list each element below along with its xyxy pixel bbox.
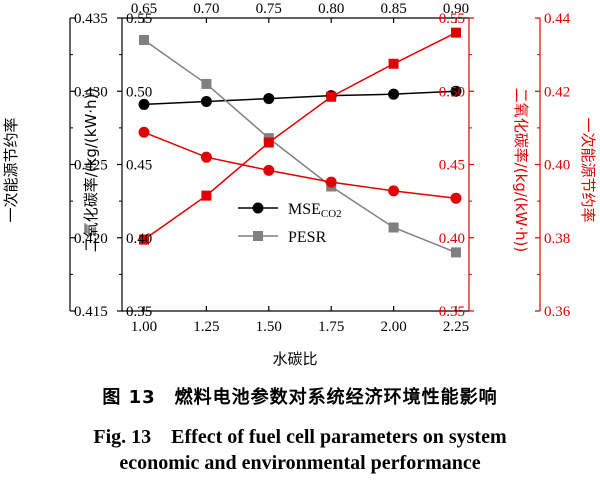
series-2-point	[388, 185, 400, 197]
series-2-point	[325, 176, 337, 188]
series-3-line	[143, 31, 457, 241]
series-2-point	[200, 151, 212, 163]
y-inner-left-tick-label: 0.45	[126, 158, 152, 174]
series-3-point	[201, 190, 212, 201]
y-outer-right-tick-label: 0.38	[544, 231, 570, 247]
x-top-tick-label: 0.85	[380, 1, 406, 17]
x-top-tick-label: 0.65	[131, 1, 157, 17]
y-inner-left-tick-label: 0.40	[126, 231, 152, 247]
figure-caption-en-line1: Fig. 13 Effect of fuel cell parameters o…	[93, 426, 507, 448]
y-outer-left-tick-label: 0.415	[74, 304, 108, 320]
legend-mse-name: MSE	[288, 201, 321, 218]
y-outer-right-tick-label: 0.40	[544, 158, 570, 174]
series-0-point	[138, 98, 150, 110]
y-inner-right-tick-label: 0.55	[439, 11, 465, 27]
series-2-point	[263, 164, 275, 176]
series-3-point	[388, 58, 399, 69]
series-2-line	[143, 131, 457, 199]
y-outer-left-tick-label: 0.425	[74, 158, 108, 174]
series-1	[139, 34, 461, 258]
y-inner-right-tick-label: 0.40	[439, 231, 465, 247]
y-outer-left-tick-label: 0.430	[74, 84, 108, 100]
series-1-point	[451, 247, 461, 258]
series-2-point	[138, 126, 150, 138]
y-inner-right-tick-label: 0.45	[439, 158, 465, 174]
series-1-point	[388, 222, 399, 233]
x-top-tick-label: 0.70	[193, 1, 219, 17]
series-1-point	[139, 34, 149, 45]
x-bottom-tick-label: 1.25	[193, 319, 219, 335]
y-outer-left-tick-label: 0.420	[74, 231, 108, 247]
legend-pesr-label: PESR	[288, 229, 327, 246]
series-0-point	[263, 93, 275, 105]
y-inner-left-tick-label: 0.50	[126, 84, 152, 100]
x-bottom-tick-label: 1.75	[318, 319, 344, 335]
series-3-point	[451, 27, 461, 38]
y-inner-left-tick-label: 0.35	[126, 304, 152, 320]
y-inner-right-tick-label: 0.35	[439, 304, 465, 320]
series-0-point	[200, 96, 212, 108]
y-outer-left-label: 一次能源节约率	[2, 117, 20, 222]
series-2-point	[450, 192, 462, 204]
y-inner-right-tick-label: 0.50	[439, 84, 465, 100]
legend-mse-marker	[252, 202, 264, 214]
y-outer-left-tick-label: 0.435	[74, 11, 108, 27]
series-0-line	[143, 90, 457, 106]
x-axis-label: 水碳比	[272, 350, 317, 368]
legend: MSECO2 PESR	[238, 201, 342, 246]
x-top-tick-label: 0.75	[256, 1, 282, 17]
legend-mse-sub: CO2	[321, 208, 342, 220]
series-0	[138, 85, 462, 110]
x-bottom-tick-label: 1.00	[131, 319, 157, 335]
legend-pesr-marker	[253, 231, 263, 241]
y-outer-right-tick-label: 0.44	[544, 11, 571, 27]
x-bottom-tick-label: 2.25	[443, 319, 469, 335]
series-0-point	[388, 88, 400, 100]
y-outer-right-tick-label: 0.42	[544, 84, 570, 100]
x-top-tick-label: 0.80	[318, 1, 344, 17]
y-inner-left-tick-label: 0.55	[126, 11, 152, 27]
figure-caption-en-line2: economic and environmental performance	[119, 452, 481, 474]
chart: 1.00 1.25 1.50 1.75 2.00 2.25 0.65 0.70 0.75 0.80…	[2, 1, 597, 368]
series-3	[139, 27, 461, 245]
y-inner-left-label: 二氧化碳率/(kg/(kW·h))	[82, 88, 100, 253]
series-3-point	[139, 234, 149, 245]
series-3-point	[326, 91, 337, 102]
y-outer-right-label: 一次能源节约率	[579, 117, 597, 222]
figure-caption-cn: 图 13 燃料电池参数对系统经济环境性能影响	[102, 387, 498, 408]
series-1-line	[143, 39, 457, 254]
series-3-point	[263, 137, 274, 148]
y-outer-right-tick-label: 0.36	[544, 304, 571, 320]
y-inner-right-label: 二氧化碳率/(kg/(kW·h))	[512, 88, 530, 253]
series-1-point	[201, 78, 212, 89]
x-bottom-tick-label: 1.50	[256, 319, 282, 335]
legend-mse-label: MSECO2	[288, 201, 342, 220]
series-2	[138, 126, 462, 204]
series-0-point	[450, 85, 462, 97]
x-top-tick-label: 0.90	[443, 1, 469, 17]
x-bottom-tick-label: 2.00	[380, 319, 406, 335]
